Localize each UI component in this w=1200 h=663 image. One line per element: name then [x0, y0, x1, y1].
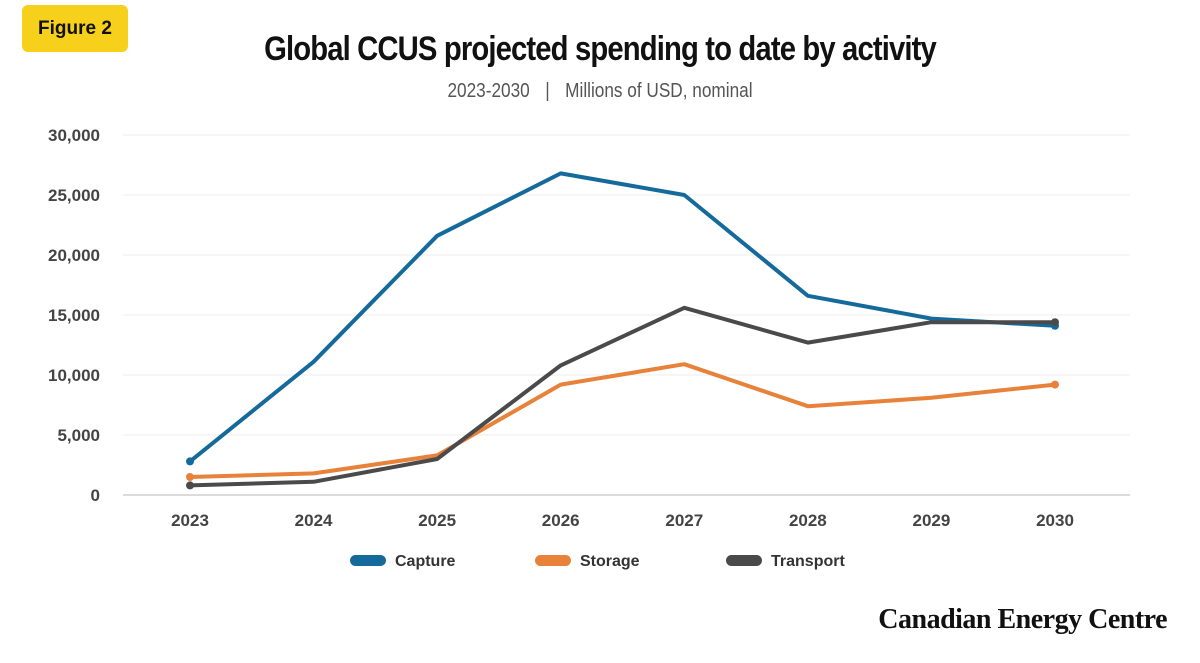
- data-point-storage: [313, 472, 315, 474]
- data-point-transport: [930, 321, 932, 323]
- legend-label-transport: Transport: [771, 553, 845, 570]
- data-point-capture: [436, 235, 438, 237]
- y-tick-label: 10,000: [48, 366, 100, 385]
- data-point-storage: [683, 363, 685, 365]
- data-point-transport: [560, 364, 562, 366]
- x-tick-label: 2026: [542, 511, 580, 530]
- series-line-transport: [188, 305, 1057, 488]
- chart-subtitle: 2023-2030 | Millions of USD, nominal: [84, 80, 1116, 103]
- brand-logo-text: Canadian Energy Centre: [878, 604, 1167, 635]
- data-point-capture: [683, 194, 685, 196]
- y-tick-label: 20,000: [48, 246, 100, 265]
- figure-badge: Figure 2: [22, 5, 128, 52]
- y-tick-label: 25,000: [48, 186, 100, 205]
- x-tick-label: 2030: [1036, 511, 1074, 530]
- y-tick-label: 0: [91, 486, 100, 505]
- x-tick-label: 2029: [913, 511, 951, 530]
- chart-title: Global CCUS projected spending to date b…: [264, 30, 937, 68]
- data-point-storage: [560, 384, 562, 386]
- series-line-capture: [188, 171, 1057, 464]
- data-point-storage: [1051, 380, 1059, 389]
- data-point-storage: [186, 473, 194, 481]
- data-point-capture: [807, 295, 809, 297]
- legend-swatch-storage: [535, 555, 571, 566]
- x-tick-label: 2023: [171, 511, 209, 530]
- x-tick-label: 2028: [789, 511, 827, 530]
- x-tick-label: 2025: [418, 511, 456, 530]
- subtitle-units: Millions of USD, nominal: [565, 80, 753, 102]
- data-point-transport: [807, 342, 809, 344]
- x-tick-label: 2027: [665, 511, 703, 530]
- data-point-transport: [313, 481, 315, 483]
- data-point-transport: [1051, 318, 1059, 327]
- data-point-storage: [930, 397, 932, 399]
- data-point-storage: [436, 454, 438, 456]
- y-tick-label: 5,000: [57, 426, 100, 445]
- data-point-capture: [186, 457, 194, 466]
- legend-label-storage: Storage: [580, 553, 640, 570]
- subtitle-separator: |: [545, 80, 550, 102]
- data-point-transport: [436, 458, 438, 460]
- data-point-transport: [683, 307, 685, 309]
- data-point-capture: [560, 172, 562, 174]
- x-tick-label: 2024: [295, 511, 333, 530]
- series-line-storage: [188, 362, 1057, 479]
- data-point-capture: [313, 361, 315, 363]
- legend-swatch-transport: [726, 555, 762, 566]
- subtitle-period: 2023-2030: [447, 80, 530, 102]
- data-point-storage: [807, 405, 809, 407]
- y-tick-label: 15,000: [48, 306, 100, 325]
- legend-label-capture: Capture: [395, 553, 456, 570]
- legend-swatch-capture: [350, 555, 386, 566]
- data-point-capture: [930, 318, 932, 320]
- data-point-transport: [186, 481, 194, 490]
- y-tick-label: 30,000: [48, 126, 100, 145]
